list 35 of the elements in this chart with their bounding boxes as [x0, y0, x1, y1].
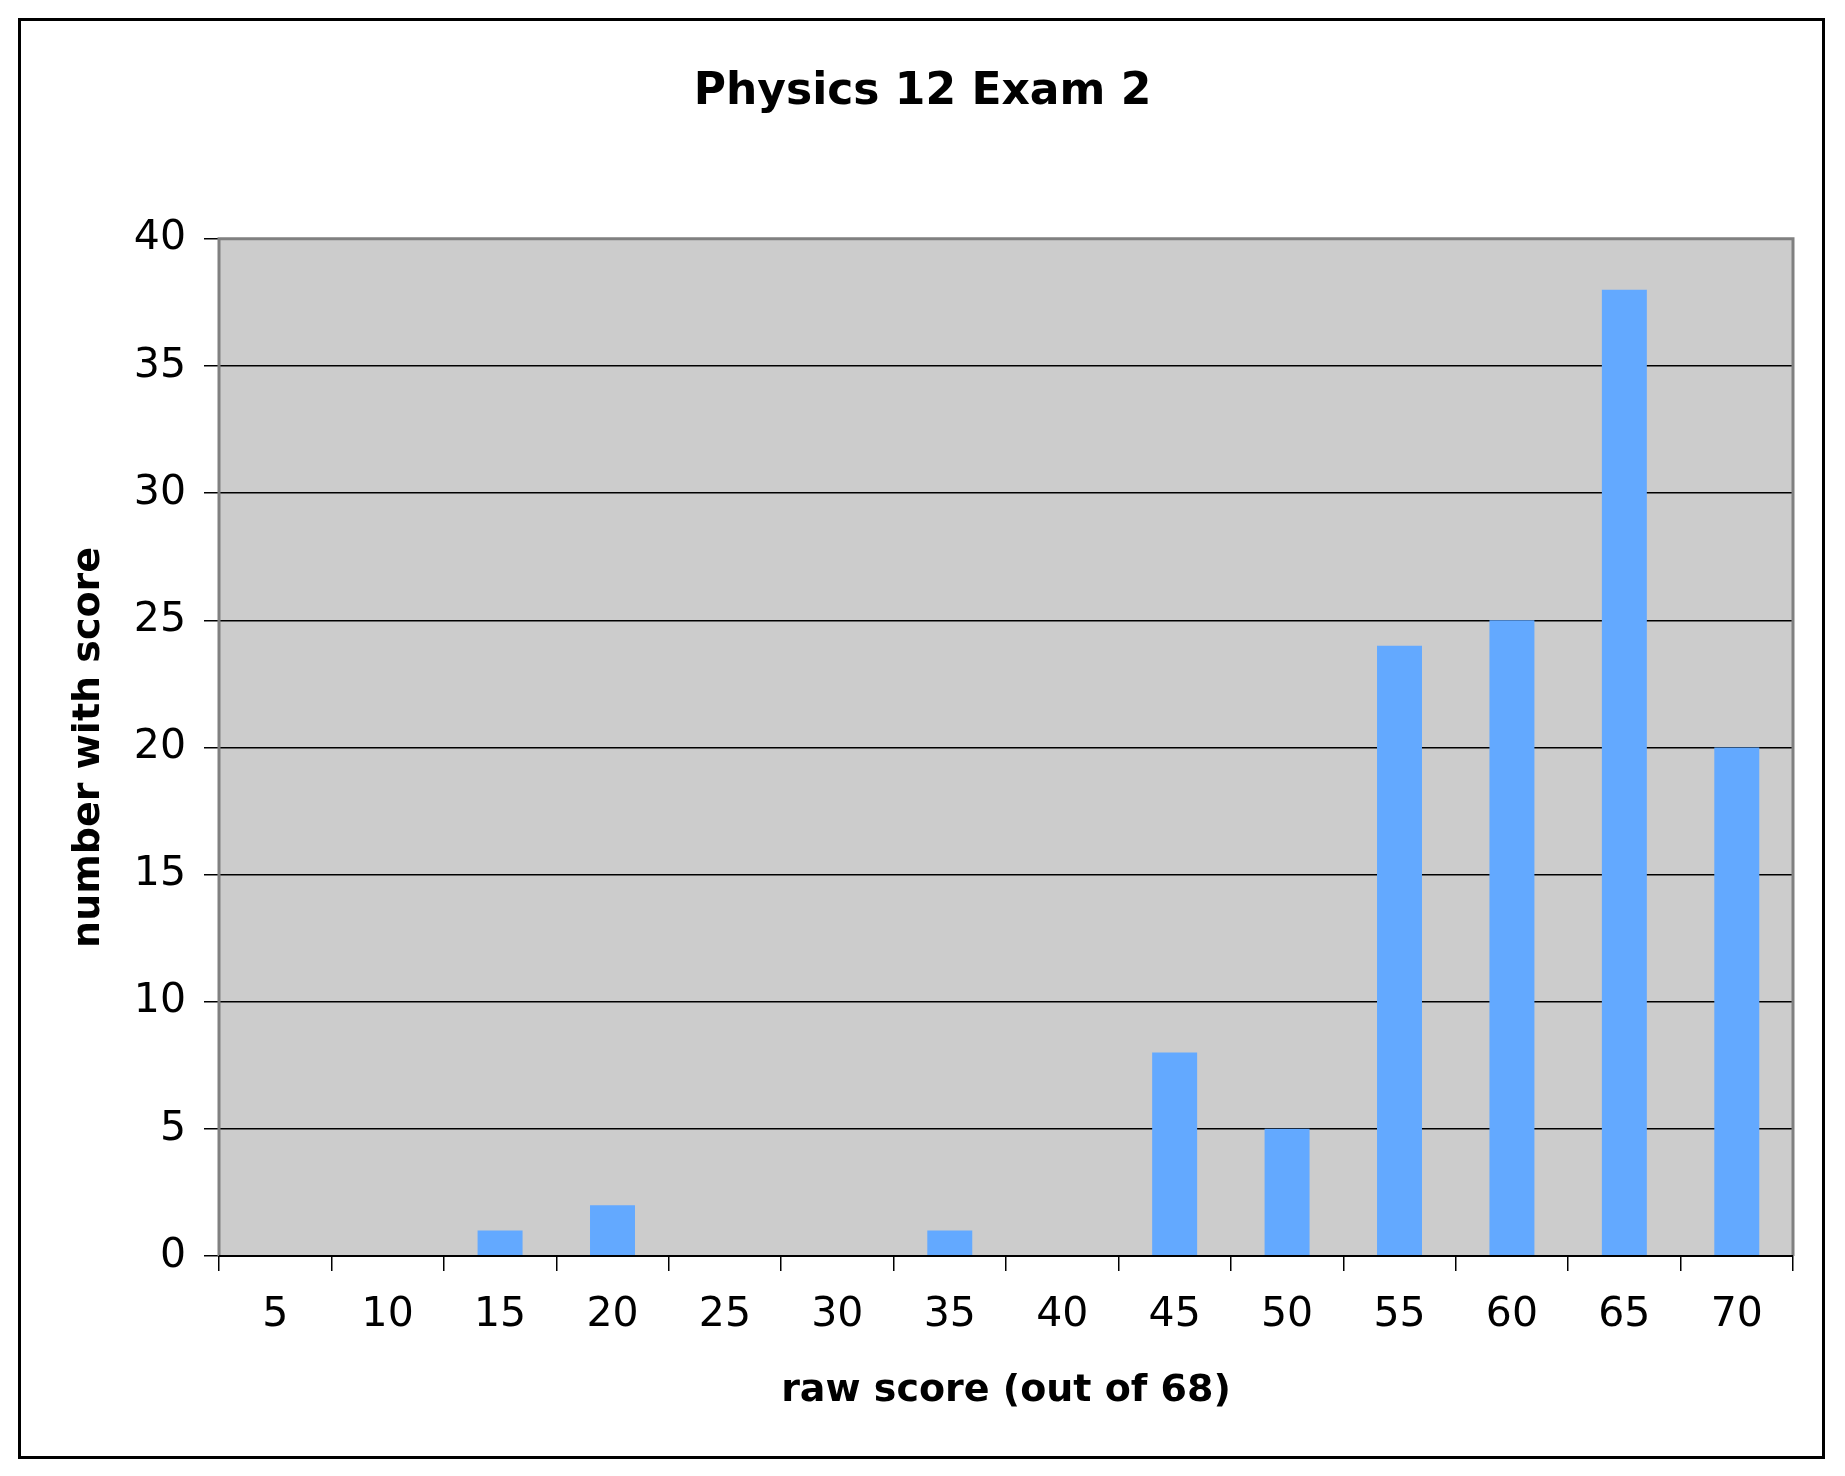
- bar: [1489, 620, 1535, 1256]
- y-axis-title: number with score: [63, 546, 108, 948]
- x-tick-label: 25: [698, 1288, 752, 1337]
- x-tick-label: 20: [586, 1288, 639, 1337]
- bar: [1264, 1128, 1310, 1256]
- x-tick-label: 50: [1260, 1288, 1314, 1337]
- x-tick-label: 5: [262, 1288, 289, 1337]
- y-tick-label: 20: [133, 720, 186, 769]
- y-tick-label: 40: [133, 211, 186, 260]
- x-tick-label: 60: [1485, 1288, 1539, 1337]
- x-tick-label: 30: [811, 1288, 864, 1337]
- x-tick-label: 70: [1710, 1288, 1763, 1337]
- y-tick-label: 15: [133, 847, 186, 896]
- bar: [477, 1230, 523, 1256]
- x-tick-label: 65: [1598, 1288, 1651, 1337]
- y-tick-label: 5: [159, 1101, 186, 1150]
- bar: [927, 1230, 973, 1256]
- x-tick-label: 15: [473, 1288, 527, 1337]
- bar: [590, 1205, 635, 1256]
- bar: [1714, 747, 1760, 1256]
- y-tick-label: 25: [133, 592, 186, 641]
- y-tick-label: 0: [159, 1228, 186, 1277]
- bar: [1601, 289, 1647, 1256]
- x-tick-label: 45: [1148, 1288, 1201, 1337]
- y-tick-label: 30: [133, 465, 186, 514]
- x-tick-label: 35: [923, 1288, 976, 1337]
- chart-title: Physics 12 Exam 2: [693, 62, 1152, 114]
- y-tick-label: 35: [133, 338, 186, 387]
- x-axis-title: raw score (out of 68): [781, 1366, 1231, 1411]
- y-tick-label: 10: [133, 974, 186, 1023]
- x-tick-label: 10: [361, 1288, 414, 1337]
- x-tick-label: 55: [1373, 1288, 1426, 1337]
- x-tick-label: 40: [1036, 1288, 1089, 1337]
- bar: [1152, 1052, 1198, 1256]
- bar: [1377, 645, 1422, 1256]
